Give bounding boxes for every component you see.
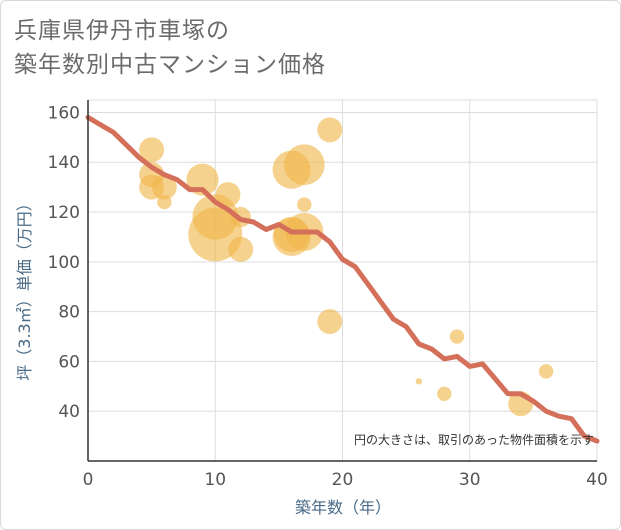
y-tick-label: 160	[48, 103, 80, 123]
x-tick-label: 0	[83, 470, 94, 490]
bubble-point	[437, 386, 452, 401]
bubble-point	[283, 144, 325, 186]
tick-labels: 40 60 80 100 120 140 160 0 10 20 30 40	[48, 103, 608, 490]
y-tick-label: 100	[48, 253, 80, 273]
bubble-size-note: 円の大きさは、取引のあった物件面積を示す	[354, 432, 594, 447]
bubble-point	[415, 378, 423, 385]
bubble-point	[317, 309, 343, 335]
chart-title-line2: 築年数別中古マンション価格	[14, 52, 326, 78]
axes	[87, 100, 597, 462]
bubble-point	[297, 197, 312, 212]
trend-line-group	[85, 114, 600, 444]
chart-title: 兵庫県伊丹市車塚の 築年数別中古マンション価格	[14, 14, 326, 82]
bubble-point	[151, 174, 177, 200]
x-tick-label: 20	[332, 470, 354, 490]
average-price-trend-line	[85, 114, 600, 444]
y-axis-label: 坪（3.3㎡）単価（万円）	[15, 195, 34, 380]
bubble-point	[538, 364, 554, 379]
bubble-point	[228, 236, 254, 262]
x-tick-label: 30	[459, 470, 481, 490]
x-tick-label: 10	[204, 470, 226, 490]
bubble-point	[139, 137, 165, 163]
bubble-point	[449, 329, 465, 344]
y-tick-label: 140	[48, 153, 80, 173]
bubble-point	[215, 182, 241, 208]
bubble-point	[317, 117, 343, 143]
y-tick-label: 60	[58, 352, 80, 372]
chart-title-line1: 兵庫県伊丹市車塚の	[14, 18, 230, 44]
bubble-point	[157, 194, 172, 210]
y-tick-label: 40	[58, 402, 80, 422]
y-tick-label: 120	[48, 203, 80, 223]
x-tick-label: 40	[586, 470, 608, 490]
y-tick-label: 80	[58, 303, 80, 323]
x-axis-label: 築年数（年）	[295, 498, 391, 517]
